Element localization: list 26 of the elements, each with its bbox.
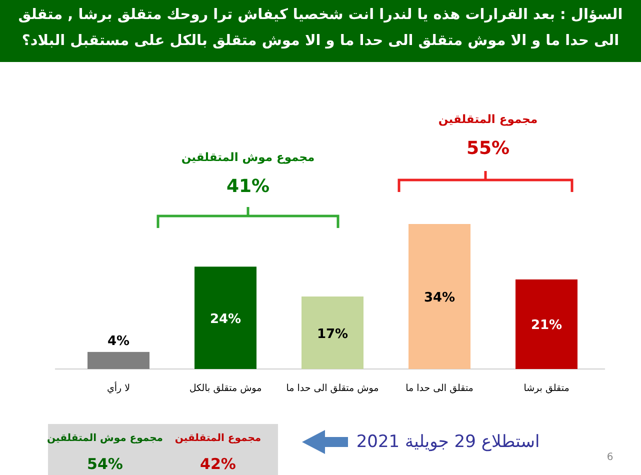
bar bbox=[302, 296, 364, 369]
bar bbox=[516, 279, 578, 369]
x-tick-label: لا رأي bbox=[106, 381, 130, 394]
bar bbox=[194, 266, 256, 369]
x-tick-label: موش متقلق بالكل bbox=[189, 383, 262, 394]
chart-title: السؤال : بعد القرارات هذه يا لندرا انت شخصيا كيفاش ترا روحك متقلق برشا , متقلق الى حدا ما و الا موش متقلق الى حدا ما و الا موش متقلق بالكل على مستقبل البلاد؟ bbox=[17, 6, 624, 51]
text: مجموع موش المتقلقين bbox=[47, 433, 163, 444]
text: 41% bbox=[226, 176, 270, 197]
data-label: 21% bbox=[530, 318, 562, 334]
text: 55% bbox=[466, 138, 510, 159]
x-tick-label: موش متقلق الى حدا ما bbox=[286, 383, 379, 394]
text: 6 bbox=[606, 452, 614, 463]
text: استطلاع 29 جويلية 2021 bbox=[356, 432, 540, 452]
x-tick-label: متقلق الى حدا ما bbox=[406, 383, 474, 394]
data-label: 34% bbox=[424, 290, 456, 306]
bar bbox=[88, 352, 150, 369]
data-label: 4% bbox=[107, 334, 130, 349]
x-tick-label: متقلق برشا bbox=[524, 383, 570, 394]
text: مجموع موش المتقلقين bbox=[181, 150, 315, 164]
text: 54% bbox=[87, 455, 123, 473]
data-label: 24% bbox=[210, 312, 242, 327]
data-label: 17% bbox=[316, 326, 348, 342]
bar bbox=[408, 224, 470, 369]
text: مجموع المتقلقين bbox=[438, 112, 538, 126]
text: 42% bbox=[200, 455, 236, 473]
text: مجموع المتقلقين bbox=[174, 433, 262, 444]
